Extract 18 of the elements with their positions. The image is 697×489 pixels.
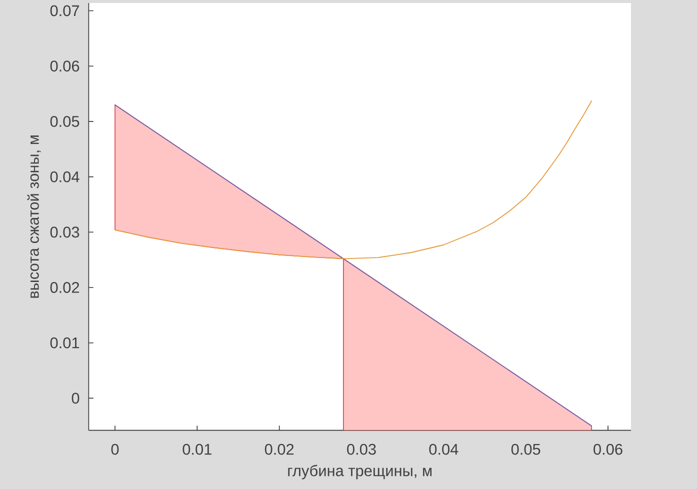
y-tick-label: 0.01 — [50, 337, 80, 348]
y-tick-label: 0 — [72, 392, 80, 404]
y-tick-label: 0.03 — [50, 226, 80, 238]
x-tick-label: 0.04 — [429, 444, 458, 455]
x-tick-label: 0.01 — [182, 444, 212, 455]
x-tick-label: 0.05 — [511, 444, 540, 455]
x-axis-title: глубина трещины, м — [288, 464, 432, 480]
y-tick-label: 0.04 — [50, 171, 80, 182]
y-tick-label: 0.07 — [50, 5, 80, 16]
y-tick-label: 0.05 — [50, 116, 80, 127]
x-tick-label: 0 — [111, 444, 119, 455]
x-tick-label: 0.02 — [264, 444, 294, 455]
x-tick-label: 0.03 — [347, 444, 376, 455]
y-tick-label: 0.06 — [50, 60, 80, 72]
y-tick-label: 0.02 — [50, 282, 80, 293]
y-axis-title: высота сжатой зоны, м — [27, 136, 41, 298]
x-tick-label: 0.06 — [594, 444, 622, 455]
line-series — [114, 100, 592, 260]
